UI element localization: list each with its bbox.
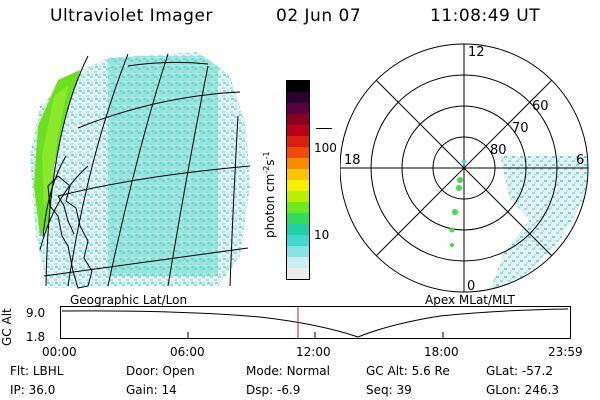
- footer-flt: Flt: LBHL: [10, 364, 64, 378]
- colorbar-swatch: [287, 136, 309, 147]
- colorbar-swatch: [287, 246, 309, 257]
- colorbar-swatch: [287, 158, 309, 169]
- x-tick-0000: 00:00: [42, 345, 77, 359]
- altitude-ymin: 1.8: [26, 330, 46, 344]
- colorbar-tick-100: 100: [314, 141, 337, 155]
- footer-seq: Seq: 39: [366, 383, 412, 397]
- mlt-label-12: 12: [468, 45, 485, 60]
- colorbar-swatch: [287, 92, 309, 103]
- footer-door: Door: Open: [126, 364, 195, 378]
- lat-label-80: 80: [490, 143, 507, 158]
- colorbar-swatch: [287, 235, 309, 246]
- x-tick-2359: 23:59: [548, 345, 583, 359]
- footer-dsp: Dsp: -6.9: [246, 383, 301, 397]
- footer-glon: GLon: 246.3: [486, 383, 559, 397]
- colorbar-swatch: [287, 257, 309, 268]
- colorbar-swatch: [287, 191, 309, 202]
- polar-plot: 12 18 6 0 60 70 80: [340, 43, 589, 294]
- geographic-image: [30, 52, 251, 289]
- footer-glat: GLat: -57.2: [486, 364, 553, 378]
- time-label: 11:08:49 UT: [430, 6, 541, 26]
- colorbar-label: photon cm-2s-1: [262, 151, 277, 238]
- x-tick-1200: 12:00: [296, 345, 331, 359]
- footer-mode: Mode: Normal: [246, 364, 330, 378]
- footer-gain: Gain: 14: [126, 383, 177, 397]
- lat-label-70: 70: [512, 121, 529, 136]
- colorbar-swatch: [287, 114, 309, 125]
- colorbar-swatch: [287, 224, 309, 235]
- x-tick-0600: 06:00: [170, 345, 205, 359]
- right-panel-label: Apex MLat/MLT: [425, 293, 515, 307]
- colorbar: [286, 80, 310, 280]
- altitude-curve: [61, 308, 569, 338]
- date-label: 02 Jun 07: [276, 6, 362, 26]
- instrument-title: Ultraviolet Imager: [50, 6, 213, 26]
- colorbar-swatch: [287, 169, 309, 180]
- altitude-plot: [60, 306, 571, 339]
- x-tick-1800: 18:00: [424, 345, 459, 359]
- colorbar-swatch: [287, 180, 309, 191]
- colorbar-swatch: [287, 147, 309, 158]
- colorbar-swatch: [287, 103, 309, 114]
- altitude-ymax: 9.0: [26, 306, 46, 320]
- mlt-label-6: 6: [576, 153, 584, 168]
- aurora-oval: [490, 156, 588, 290]
- altitude-ylabel: GC Alt: [0, 308, 14, 346]
- left-panel-label: Geographic Lat/Lon: [70, 293, 188, 307]
- colorbar-swatch: [287, 268, 309, 279]
- colorbar-swatch: [287, 202, 309, 213]
- colorbar-swatch: [287, 81, 309, 92]
- footer-ip: IP: 36.0: [10, 383, 56, 397]
- mlt-label-0: 0: [467, 279, 475, 294]
- colorbar-swatch: [287, 125, 309, 136]
- lat-label-60: 60: [532, 99, 549, 114]
- footer-gcalt: GC Alt: 5.6 Re: [366, 364, 450, 378]
- coastline: [47, 175, 93, 289]
- mlt-label-18: 18: [344, 153, 361, 168]
- colorbar-swatch: [287, 213, 309, 224]
- colorbar-tick-10: 10: [314, 228, 330, 242]
